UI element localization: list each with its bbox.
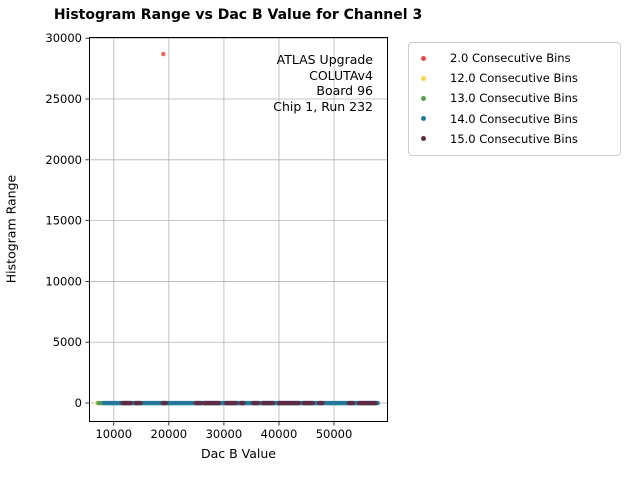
legend-label: 13.0 Consecutive Bins bbox=[450, 91, 578, 106]
legend-label: 14.0 Consecutive Bins bbox=[450, 111, 578, 126]
legend: 2.0 Consecutive Bins 12.0 Consecutive Bi… bbox=[408, 42, 621, 156]
legend-label: 2.0 Consecutive Bins bbox=[450, 51, 571, 66]
legend-item: 13.0 Consecutive Bins bbox=[409, 88, 620, 108]
data-point bbox=[350, 400, 356, 406]
legend-item: 14.0 Consecutive Bins bbox=[409, 109, 620, 129]
x-tick-label: 40000 bbox=[261, 427, 298, 441]
data-point bbox=[310, 400, 316, 406]
chart-title: Histogram Range vs Dac B Value for Chann… bbox=[53, 7, 423, 23]
data-point bbox=[233, 400, 239, 406]
legend-item: 12.0 Consecutive Bins bbox=[409, 68, 620, 88]
y-tick-label: 25000 bbox=[45, 92, 82, 106]
annotation-line: Chip 1, Run 232 bbox=[273, 98, 373, 114]
data-point bbox=[373, 400, 378, 406]
legend-marker-icon bbox=[421, 116, 426, 122]
y-tick-label: 5000 bbox=[53, 335, 82, 349]
data-point bbox=[198, 400, 203, 406]
annotation-line: COLUTAv4 bbox=[309, 67, 373, 83]
y-tick-label: 10000 bbox=[45, 274, 82, 288]
data-point bbox=[138, 400, 143, 406]
y-axis-label: Histogram Range bbox=[3, 174, 19, 284]
data-point bbox=[161, 51, 166, 57]
legend-marker-icon bbox=[421, 95, 426, 101]
data-point bbox=[270, 400, 276, 406]
legend-label: 15.0 Consecutive Bins bbox=[450, 131, 578, 146]
y-tick-label: 0 bbox=[75, 396, 82, 410]
legend-item: 15.0 Consecutive Bins bbox=[409, 129, 620, 149]
plot-area: 10000 20000 30000 40000 50000 0 5000 10000 15000… bbox=[45, 31, 388, 441]
x-tick-label: 30000 bbox=[206, 427, 243, 441]
legend-marker-icon bbox=[421, 75, 426, 81]
data-point bbox=[255, 400, 261, 406]
data-point bbox=[216, 400, 222, 406]
data-point bbox=[241, 400, 246, 406]
y-tick-label: 30000 bbox=[45, 31, 82, 45]
data-point bbox=[163, 400, 169, 406]
annotation-line: ATLAS Upgrade bbox=[276, 52, 373, 67]
legend-item: 2.0 Consecutive Bins bbox=[409, 48, 620, 68]
data-point bbox=[320, 400, 325, 406]
y-tick-label: 15000 bbox=[45, 214, 82, 228]
x-tick-label: 50000 bbox=[316, 427, 353, 441]
legend-label: 12.0 Consecutive Bins bbox=[450, 71, 578, 86]
x-tick-label: 20000 bbox=[151, 427, 188, 441]
data-point bbox=[128, 400, 134, 406]
annotation-line: Board 96 bbox=[316, 83, 373, 99]
plot-border bbox=[89, 37, 388, 422]
x-tick-label: 10000 bbox=[95, 427, 132, 441]
legend-marker-icon bbox=[421, 136, 426, 142]
data-point bbox=[296, 400, 301, 406]
x-axis-label: Dac B Value bbox=[200, 446, 276, 461]
plot-annotation: ATLAS Upgrade COLUTAv4 Board 96 Chip 1, … bbox=[273, 52, 373, 114]
legend-marker-icon bbox=[421, 55, 426, 61]
y-tick-label: 20000 bbox=[45, 153, 82, 167]
